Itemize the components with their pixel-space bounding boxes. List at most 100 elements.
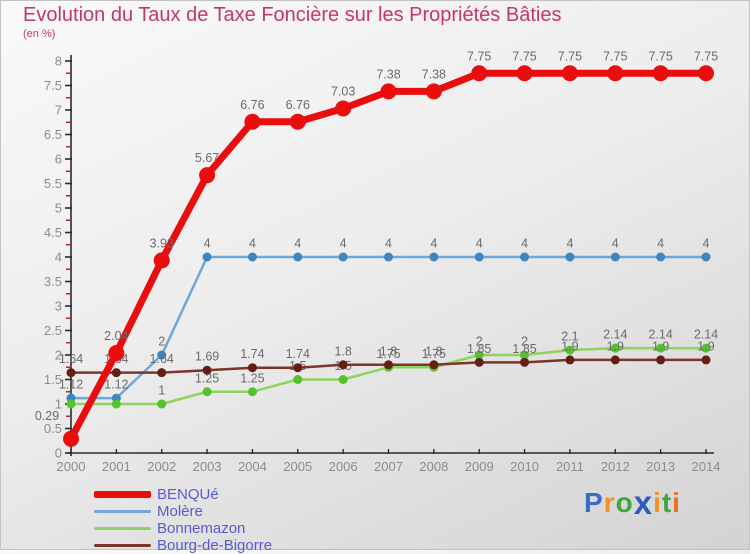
x-tick-label: 2002 bbox=[147, 459, 176, 474]
data-point bbox=[199, 167, 216, 184]
data-point bbox=[202, 365, 212, 375]
data-point-label: 1.12 bbox=[104, 378, 128, 392]
x-tick-label: 2007 bbox=[374, 459, 403, 474]
data-point-label: 2.14 bbox=[694, 328, 718, 342]
data-point-label: 1 bbox=[158, 384, 165, 398]
data-point bbox=[66, 368, 76, 378]
data-point bbox=[338, 375, 348, 384]
data-point bbox=[244, 113, 261, 130]
proxiti-logo: Proxiti bbox=[584, 483, 681, 523]
x-tick-label: 2014 bbox=[692, 459, 721, 474]
data-point bbox=[425, 83, 442, 100]
x-tick-label: 2003 bbox=[193, 459, 222, 474]
logo-letter: P bbox=[584, 487, 604, 518]
y-tick-label: 3 bbox=[55, 299, 62, 314]
x-tick-label: 2005 bbox=[283, 459, 312, 474]
x-tick-label: 2001 bbox=[102, 459, 131, 474]
data-point-label: 4 bbox=[521, 237, 528, 251]
data-point-label: 1.25 bbox=[240, 371, 264, 385]
data-point-label: 1.8 bbox=[334, 344, 351, 358]
data-point bbox=[429, 252, 439, 262]
data-point-label: 4 bbox=[476, 237, 483, 251]
data-point-label: 5.67 bbox=[195, 151, 219, 165]
data-point-label: 1.75 bbox=[422, 347, 446, 361]
data-point-label: 1.74 bbox=[286, 347, 310, 361]
data-point bbox=[157, 368, 167, 378]
x-tick-label: 2012 bbox=[601, 459, 630, 474]
data-point-label: 1.9 bbox=[697, 339, 714, 353]
data-point-label: 1.75 bbox=[376, 347, 400, 361]
x-tick-label: 2004 bbox=[238, 459, 267, 474]
data-point bbox=[247, 387, 257, 397]
data-point-label: 7.75 bbox=[648, 49, 672, 63]
data-point-label: 1.74 bbox=[240, 347, 264, 361]
data-point bbox=[384, 360, 393, 370]
data-point bbox=[607, 65, 624, 82]
data-point-label: 7.75 bbox=[694, 49, 718, 63]
data-point-label: 4 bbox=[385, 237, 392, 251]
data-point bbox=[698, 65, 714, 82]
data-point-label: 7.38 bbox=[376, 67, 400, 81]
y-tick-label: 1.5 bbox=[44, 372, 62, 387]
y-tick-label: 2.5 bbox=[44, 323, 62, 338]
x-tick-label: 2009 bbox=[465, 459, 494, 474]
data-point bbox=[701, 343, 711, 353]
data-point bbox=[474, 252, 484, 262]
data-point bbox=[516, 65, 533, 82]
data-point bbox=[652, 65, 669, 82]
page-title: Evolution du Taux de Taxe Foncière sur l… bbox=[23, 4, 562, 26]
data-point-label: 6.76 bbox=[286, 98, 310, 112]
data-point bbox=[471, 65, 488, 82]
logo-letter: i bbox=[653, 487, 662, 518]
data-point bbox=[293, 363, 303, 373]
y-tick-label: 7 bbox=[55, 103, 62, 118]
legend-line-swatch bbox=[94, 510, 151, 513]
y-tick-label: 4.5 bbox=[44, 225, 62, 240]
data-point-label: 1.25 bbox=[195, 371, 219, 385]
legend-item-label: BENQUé bbox=[157, 486, 219, 503]
y-tick-label: 6 bbox=[55, 152, 62, 167]
y-tick-label: 0 bbox=[55, 446, 62, 461]
data-point-label: 1.85 bbox=[467, 342, 491, 356]
legend-item-label: Bourg-de-Bigorre bbox=[157, 537, 273, 554]
data-point bbox=[474, 350, 484, 360]
data-point-label: 4 bbox=[430, 237, 437, 251]
data-point bbox=[701, 355, 711, 365]
data-point bbox=[384, 252, 393, 262]
page-subtitle: (en %) bbox=[23, 28, 56, 40]
y-tick-label: 2 bbox=[55, 348, 62, 363]
data-point-label: 1.64 bbox=[150, 352, 174, 366]
data-point bbox=[520, 357, 530, 367]
data-point bbox=[474, 357, 484, 367]
data-point-label: 1.8 bbox=[380, 344, 397, 358]
data-point-label: 1.64 bbox=[59, 352, 83, 366]
data-point bbox=[656, 343, 666, 353]
data-point bbox=[610, 355, 620, 365]
y-tick-label: 7.5 bbox=[44, 78, 62, 93]
data-point-label: 2 bbox=[521, 335, 528, 349]
data-point-label: 0.29 bbox=[35, 409, 59, 423]
data-point bbox=[63, 430, 79, 447]
data-point bbox=[66, 399, 76, 409]
data-point-label: 1.69 bbox=[195, 350, 219, 364]
data-point bbox=[293, 252, 303, 262]
data-point-label: 2.14 bbox=[648, 328, 672, 342]
x-tick-label: 2000 bbox=[57, 459, 86, 474]
data-point-label: 6.76 bbox=[240, 98, 264, 112]
x-tick-label: 2008 bbox=[419, 459, 448, 474]
data-point bbox=[520, 252, 530, 262]
data-point-label: 4 bbox=[657, 237, 664, 251]
data-point bbox=[338, 252, 348, 262]
data-point bbox=[610, 343, 620, 353]
data-point-label: 7.75 bbox=[467, 49, 491, 63]
data-point bbox=[153, 252, 170, 269]
data-point-label: 1.9 bbox=[561, 339, 578, 353]
data-point-label: 4 bbox=[294, 237, 301, 251]
legend-item: Bonnemazon bbox=[94, 520, 272, 537]
data-point bbox=[157, 350, 167, 360]
data-point bbox=[247, 363, 257, 373]
data-point-label: 2 bbox=[158, 335, 165, 349]
data-point bbox=[701, 252, 711, 262]
data-point-label: 2.1 bbox=[561, 330, 578, 344]
